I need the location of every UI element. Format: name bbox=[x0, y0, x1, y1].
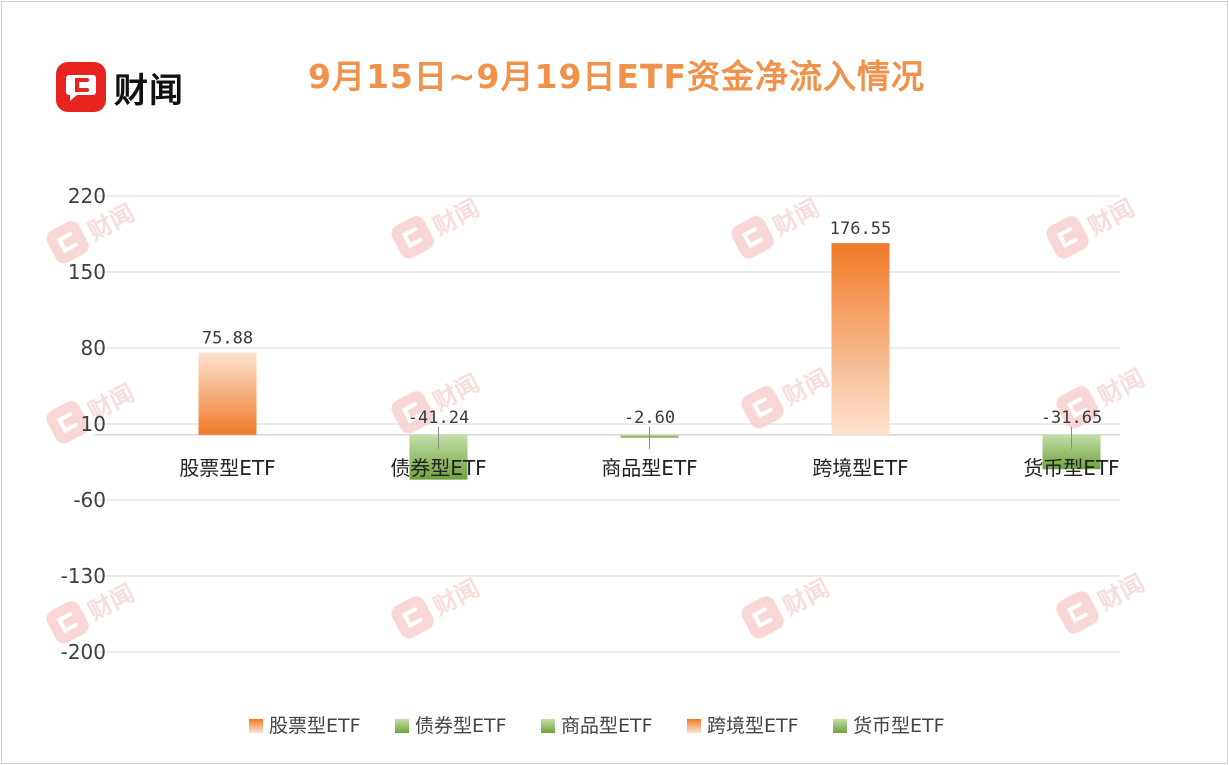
y-tick-label: 10 bbox=[81, 412, 106, 436]
data-label: -41.24 bbox=[408, 408, 469, 428]
watermark-logo-icon bbox=[46, 401, 89, 444]
watermark-logo-glyph bbox=[56, 612, 78, 634]
watermark-text: 财闻 bbox=[779, 574, 835, 621]
chat-bubble-icon bbox=[56, 62, 106, 112]
legend-swatch bbox=[395, 719, 409, 733]
bar-3 bbox=[831, 243, 890, 435]
watermark-logo-glyph bbox=[1056, 227, 1078, 249]
gridlines bbox=[95, 195, 1120, 653]
legend-swatch bbox=[541, 719, 555, 733]
legend: 股票型ETF 债券型ETF 商品型ETF 跨境型ETF 货币型ETF bbox=[249, 715, 945, 737]
watermark-4: 财闻 bbox=[46, 379, 139, 444]
watermark-logo-glyph bbox=[751, 607, 773, 629]
legend-item-1: 债券型ETF bbox=[395, 715, 507, 737]
legend-item-2: 商品型ETF bbox=[541, 715, 653, 737]
data-labels: 75.88 -41.24 -2.60 176.55 -31.65 bbox=[202, 219, 1102, 449]
watermark-9: 财闻 bbox=[391, 574, 485, 639]
data-label: -31.65 bbox=[1041, 408, 1102, 428]
watermark-logo-icon bbox=[391, 596, 434, 639]
watermark-logo-glyph bbox=[1066, 602, 1088, 624]
watermark-6: 财闻 bbox=[741, 364, 835, 429]
watermark-logo-icon bbox=[1056, 591, 1099, 634]
y-tick-label: -130 bbox=[61, 564, 106, 588]
legend-swatch bbox=[687, 719, 701, 733]
y-tick-label: 220 bbox=[68, 184, 106, 208]
watermark-logo-icon bbox=[1056, 386, 1099, 429]
brand-logo: 财闻 bbox=[56, 62, 184, 112]
watermark-1: 财闻 bbox=[391, 194, 485, 259]
watermark-logo-icon bbox=[741, 596, 784, 639]
category-label: 债券型ETF bbox=[390, 456, 486, 480]
watermark-text: 财闻 bbox=[1094, 364, 1150, 411]
watermark-logo-glyph bbox=[741, 227, 763, 249]
watermark-logo-glyph bbox=[751, 397, 773, 419]
watermark-logo-glyph bbox=[56, 232, 78, 254]
legend-swatch bbox=[249, 719, 263, 733]
watermark-logo-icon bbox=[391, 216, 434, 259]
chart-title: 9月15日~9月19日ETF资金净流入情况 bbox=[307, 57, 925, 96]
watermark-logo-glyph bbox=[401, 227, 423, 249]
watermark-5: 财闻 bbox=[391, 369, 484, 434]
legend-label: 跨境型ETF bbox=[707, 715, 799, 737]
watermark-2: 财闻 bbox=[731, 194, 825, 259]
legend-label: 货币型ETF bbox=[853, 715, 945, 737]
legend-item-0: 股票型ETF bbox=[249, 715, 361, 737]
data-label: 176.55 bbox=[830, 219, 891, 239]
category-label: 跨境型ETF bbox=[812, 456, 908, 480]
watermark-logo-glyph bbox=[401, 402, 423, 424]
legend-label: 商品型ETF bbox=[561, 715, 653, 737]
watermark-logo-icon bbox=[1046, 216, 1089, 259]
legend-label: 股票型ETF bbox=[269, 715, 361, 737]
watermark-10: 财闻 bbox=[741, 574, 835, 639]
legend-swatch bbox=[833, 719, 847, 733]
data-label: 75.88 bbox=[202, 328, 253, 348]
watermark-logo-icon bbox=[391, 391, 434, 434]
category-label: 股票型ETF bbox=[179, 456, 275, 480]
legend-item-3: 跨境型ETF bbox=[687, 715, 799, 737]
legend-item-4: 货币型ETF bbox=[833, 715, 945, 737]
watermark-logo-glyph bbox=[401, 607, 423, 629]
data-label: -2.60 bbox=[624, 408, 675, 428]
watermark-text: 财闻 bbox=[429, 574, 485, 621]
y-tick-label: -60 bbox=[73, 488, 106, 512]
watermark-logo-glyph bbox=[56, 412, 78, 434]
y-tick-label: -200 bbox=[61, 640, 106, 664]
y-tick-label: 150 bbox=[68, 260, 106, 284]
category-labels: 股票型ETF 债券型ETF 商品型ETF 跨境型ETF 货币型ETF bbox=[179, 456, 1119, 480]
y-tick-label: 80 bbox=[81, 336, 106, 360]
watermark-text: 财闻 bbox=[429, 194, 485, 241]
y-axis-ticks: 220 150 80 10 -60 -130 -200 bbox=[61, 184, 106, 664]
watermark-logo-icon bbox=[731, 216, 774, 259]
watermark-3: 财闻 bbox=[1046, 194, 1140, 259]
watermark-text: 财闻 bbox=[779, 364, 835, 411]
watermark-11: 财闻 bbox=[1056, 569, 1149, 634]
brand-name: 财闻 bbox=[114, 70, 184, 111]
category-label: 货币型ETF bbox=[1023, 456, 1119, 480]
category-label: 商品型ETF bbox=[601, 456, 697, 480]
watermark-logo-icon bbox=[741, 386, 784, 429]
legend-label: 债券型ETF bbox=[415, 715, 507, 737]
watermark-text: 财闻 bbox=[769, 194, 825, 241]
watermark-logo-icon bbox=[46, 221, 89, 264]
watermark-text: 财闻 bbox=[1084, 194, 1140, 241]
watermark-logo-icon bbox=[46, 601, 89, 644]
bar-0 bbox=[198, 352, 257, 435]
watermark-logo-glyph bbox=[1066, 397, 1088, 419]
